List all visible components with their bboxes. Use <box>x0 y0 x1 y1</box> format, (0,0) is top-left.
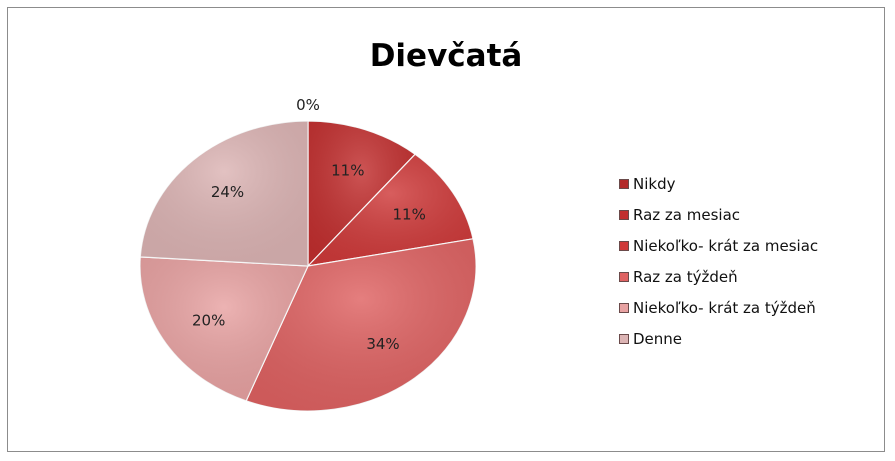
legend-item-1: Raz za mesiac <box>619 199 889 230</box>
pie-data-label-5: 24% <box>211 183 244 201</box>
legend-label-0: Nikdy <box>633 174 676 193</box>
pie-slices <box>139 120 477 412</box>
pie-data-label-1: 11% <box>331 162 364 180</box>
legend-item-4: Niekoľko- krát za týždeň <box>619 292 889 323</box>
pie-data-label-2: 11% <box>393 205 426 223</box>
legend-label-3: Raz za týždeň <box>633 267 738 286</box>
pie-slice-shade-3 <box>246 238 476 411</box>
pie-data-label-0: 0% <box>296 96 320 114</box>
chart-title: Dievčatá <box>369 38 523 74</box>
legend-label-4: Niekoľko- krát za týždeň <box>633 298 816 317</box>
pie-slice-shade-1 <box>308 121 416 266</box>
pie-slice-shade-4 <box>139 256 308 401</box>
pie-slice-shade-5 <box>140 121 308 266</box>
legend-item-0: Nikdy <box>619 168 889 199</box>
pie-labels: 0% 11% 11% 34% 20% 24% <box>192 96 426 353</box>
legend-label-2: Niekoľko- krát za mesiac <box>633 236 819 255</box>
legend-swatch-1 <box>619 209 629 220</box>
legend-item-5: Denne <box>619 323 889 354</box>
legend-item-2: Niekoľko- krát za mesiac <box>619 230 889 261</box>
pie-data-label-4: 20% <box>192 311 225 329</box>
pie-data-label-3: 34% <box>366 335 399 353</box>
legend-swatch-5 <box>619 333 629 344</box>
legend-swatch-0 <box>619 178 629 189</box>
legend-swatch-3 <box>619 271 629 282</box>
legend-label-5: Denne <box>633 329 683 348</box>
legend: Nikdy Raz za mesiac Niekoľko- krát za mesi… <box>619 168 889 354</box>
legend-swatch-4 <box>619 302 629 313</box>
legend-item-3: Raz za týždeň <box>619 261 889 292</box>
pie-slice-shade-2 <box>308 154 474 266</box>
legend-swatch-2 <box>619 240 629 251</box>
legend-label-1: Raz za mesiac <box>633 205 741 224</box>
